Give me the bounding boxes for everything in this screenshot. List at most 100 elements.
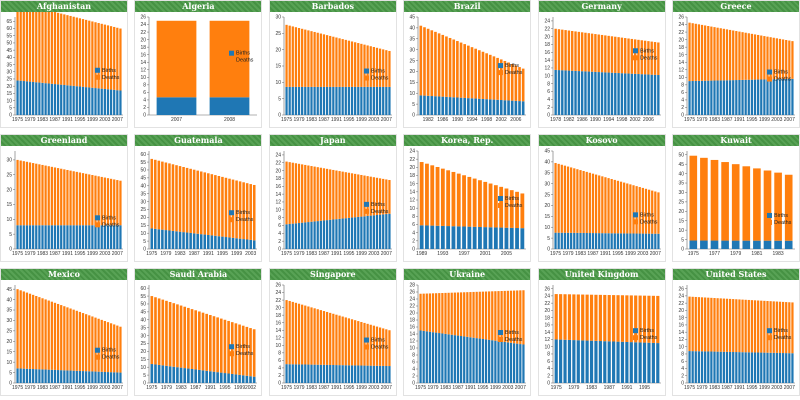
- bar-deaths: [653, 42, 656, 75]
- x-tick-label: 2006: [642, 117, 653, 123]
- bar-births: [310, 86, 313, 115]
- y-tick-label: 8: [412, 214, 415, 220]
- legend-swatch-deaths: [229, 217, 235, 223]
- bar-births: [710, 80, 713, 115]
- y-tick-label: 10: [410, 346, 416, 352]
- chart-panel-kuwait: Kuwait 0 5 10 15 20 25 30 35 40 45 50 1975 1977 1979 19…: [672, 134, 800, 262]
- bar-deaths: [697, 24, 701, 81]
- bar-births: [335, 86, 338, 115]
- bar-deaths: [47, 12, 50, 84]
- bar-births: [341, 86, 344, 115]
- bar-deaths: [483, 181, 488, 228]
- y-tick-label: 8: [547, 352, 550, 358]
- bar-deaths: [106, 178, 110, 226]
- bar-deaths: [113, 324, 116, 373]
- y-tick-label: 4: [681, 98, 684, 104]
- y-tick-label: 35: [6, 62, 12, 68]
- bar-births: [688, 351, 691, 383]
- bar-births: [785, 353, 788, 383]
- bar-births: [25, 81, 29, 115]
- y-tick-label: 20: [141, 349, 147, 355]
- bar-births: [463, 97, 467, 115]
- bar-deaths: [781, 39, 785, 80]
- legend-label-deaths: Deaths: [640, 55, 658, 61]
- legend-label-births: Births: [236, 51, 250, 57]
- bar-births: [366, 215, 369, 249]
- bar-deaths: [563, 294, 567, 340]
- bar-births: [307, 86, 310, 115]
- bar-births: [344, 218, 347, 249]
- bar-births: [591, 233, 594, 249]
- legend-swatch-deaths: [95, 354, 100, 360]
- bar-deaths: [341, 316, 344, 366]
- y-tick-label: 14: [275, 192, 281, 198]
- bar-deaths: [294, 163, 297, 224]
- bar-births: [341, 218, 344, 249]
- bar-deaths: [460, 292, 463, 337]
- bar-births: [428, 331, 432, 383]
- bar-births: [607, 341, 611, 383]
- bar-births: [313, 86, 316, 115]
- bar-deaths: [503, 290, 507, 342]
- bar-births: [216, 372, 220, 383]
- bar-births: [288, 364, 291, 383]
- bar-deaths: [165, 162, 168, 231]
- y-tick-label: 35: [6, 308, 12, 314]
- bar-births: [300, 86, 304, 115]
- bar-births: [753, 240, 761, 249]
- y-tick-label: 0: [412, 381, 415, 387]
- bar-births: [94, 371, 97, 383]
- y-tick-label: 12: [141, 67, 147, 73]
- bar-deaths: [88, 315, 91, 372]
- bar-births: [510, 342, 513, 383]
- y-tick-label: 25: [678, 200, 684, 206]
- y-tick-label: 22: [678, 301, 684, 307]
- y-tick-label: 65: [6, 19, 12, 25]
- bar-births: [510, 227, 514, 249]
- x-tick-label: 1975: [550, 385, 561, 391]
- x-tick-label: 2007: [112, 251, 123, 257]
- x-tick-label: 1979: [161, 385, 172, 391]
- legend-swatch-deaths: [363, 208, 369, 214]
- bar-births: [157, 229, 161, 249]
- y-tick-label: 40: [6, 55, 12, 61]
- bar-deaths: [81, 313, 85, 372]
- bar-births: [763, 79, 766, 115]
- bar-deaths: [347, 318, 350, 366]
- x-tick-label: 1991: [734, 385, 745, 391]
- bar-deaths: [735, 299, 738, 353]
- bar-deaths: [381, 328, 385, 366]
- bar-births: [575, 232, 579, 249]
- x-tick-label: 1993: [437, 251, 448, 257]
- bar-deaths: [44, 299, 47, 370]
- bar-births: [213, 371, 216, 383]
- bar-deaths: [741, 32, 744, 80]
- bar-deaths: [688, 22, 691, 82]
- x-tick-label: 1999: [87, 251, 98, 257]
- bar-births: [516, 343, 519, 383]
- y-tick-label: 35: [544, 170, 550, 176]
- bar-deaths: [35, 12, 38, 83]
- bar-births: [180, 367, 183, 383]
- chart-title: Germany: [538, 1, 665, 12]
- bar-deaths: [41, 164, 44, 226]
- bar-births: [499, 227, 504, 249]
- bar-births: [772, 352, 775, 383]
- bar-births: [303, 364, 307, 383]
- bar-births: [69, 85, 72, 115]
- bar-deaths: [713, 27, 716, 81]
- bar-births: [432, 332, 435, 383]
- bar-deaths: [613, 179, 616, 234]
- y-tick-label: 5: [9, 105, 12, 111]
- bar-births: [616, 233, 619, 249]
- y-tick-label: 22: [410, 304, 416, 310]
- bar-births: [335, 365, 338, 383]
- bar-births: [728, 80, 732, 115]
- bar-births: [97, 371, 100, 383]
- bar-deaths: [611, 295, 615, 342]
- bar-deaths: [35, 163, 38, 226]
- bar-deaths: [485, 291, 488, 340]
- bar-births: [363, 86, 366, 115]
